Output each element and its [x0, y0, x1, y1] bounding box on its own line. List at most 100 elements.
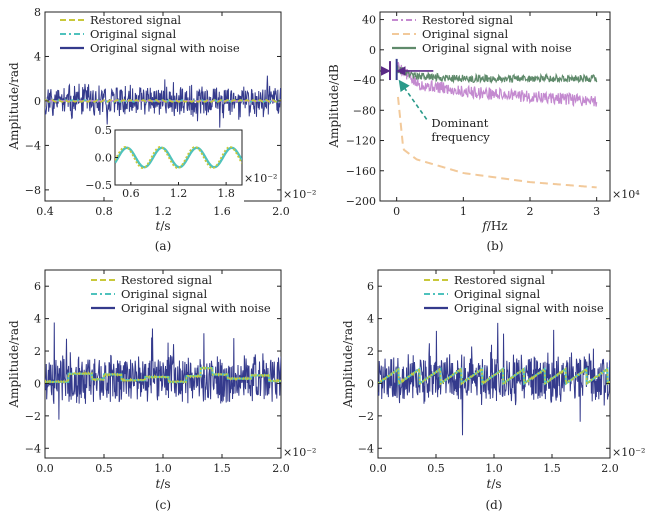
panel-b-frame: [379, 11, 611, 202]
panel-b-series-noise: [396, 65, 598, 84]
panel-c-xlabel-unit: /s: [160, 477, 170, 491]
panel-a-series: [45, 75, 281, 128]
panel-b-ytick-label: −80: [353, 104, 376, 117]
panel-d-series: [378, 322, 610, 436]
panel-c-xtick-label: 1.0: [154, 462, 172, 475]
panel-a-ylabel: Amplitude/rad: [7, 62, 21, 151]
panel-a-x-exponent: ×10⁻²: [283, 188, 316, 201]
panel-a-ytick-label: 4: [34, 50, 41, 63]
panel-a-series-noise: [45, 75, 281, 128]
panel-a-xtick-label: 2.0: [272, 205, 290, 218]
panel-c-ticks: 0.0 0.5 1.0 1.5 2.0 −4 −2 0 2 4 6: [25, 270, 290, 475]
panel-b-ytick-label: 40: [362, 14, 376, 27]
panel-c-legend-label-2: Original signal: [121, 287, 207, 301]
panel-b-ytick-label: 0: [369, 44, 376, 57]
panel-a-inset-ytick-label: 0.0: [95, 152, 113, 165]
panel-d-series-restored: [378, 366, 610, 387]
panel-b-x-exponent: ×10⁴: [612, 188, 640, 201]
panel-b-xlabel-var: f: [481, 219, 489, 233]
panel-d-series-noise: [378, 322, 610, 436]
panel-b-caption: (b): [486, 239, 503, 253]
panel-a-inset-ytick-label: −0.5: [85, 179, 112, 192]
panel-b-series-original: [397, 96, 597, 189]
panel-d-caption: (d): [485, 498, 502, 512]
panel-b-legend-label-3: Original signal with noise: [422, 41, 572, 55]
panel-b-series-restored: [396, 61, 598, 108]
panel-a-legend-label-1: Restored signal: [90, 13, 181, 27]
panel-b-annotation-line-2: frequency: [431, 130, 490, 144]
panel-a-inset-bg: [113, 128, 244, 203]
panel-a-ytick-label: −8: [25, 184, 41, 197]
panel-d-ytick-label: 6: [367, 280, 374, 293]
panel-c-xtick-label: 2.0: [272, 462, 290, 475]
panel-d-ytick-label: 2: [367, 345, 374, 358]
panel-c-xlabel: t/s: [155, 477, 170, 491]
panel-c-xtick-label: 0.5: [95, 462, 113, 475]
panel-a-series-restored: [45, 99, 281, 103]
panel-c-legend-label-3: Original signal with noise: [121, 301, 271, 315]
panel-d-xtick-label: 0.5: [427, 462, 445, 475]
panel-c-ytick-label: 2: [34, 345, 41, 358]
panel-d-xtick-label: 0.0: [369, 462, 387, 475]
panel-b-xtick-label: 3: [593, 205, 600, 218]
panel-d-xlabel-unit: /s: [491, 477, 501, 491]
panel-a-inset-original: [115, 146, 242, 169]
panel-d-ticks: 0.0 0.5 1.0 1.5 2.0 −4 −2 0 2 4 6: [358, 270, 619, 475]
panel-a-ytick-label: −4: [25, 139, 41, 152]
panel-a-xlabel: t/s: [155, 219, 170, 233]
panel-a-xlabel-var: t: [155, 219, 160, 233]
panel-d-ytick-label: 0: [367, 377, 374, 390]
panel-b-ytick-label: −40: [353, 74, 376, 87]
panel-a-ytick-label: 0: [34, 95, 41, 108]
panel-b-xtick-label: 1: [460, 205, 467, 218]
panel-c-xlabel-var: t: [155, 477, 160, 491]
panel-a-inset-series: [115, 146, 242, 169]
panel-b-ticks: 0 1 2 3 −200 −160 −120 −80 −40 0 40: [346, 12, 610, 218]
panel-b-series: [389, 58, 598, 189]
panel-a-inset-xtick-label: 1.8: [217, 187, 235, 200]
panel-b-dominant-arrow: [398, 79, 428, 120]
panel-a-ytick-label: 8: [34, 6, 41, 19]
panel-b-xlabel-unit: /Hz: [487, 219, 508, 233]
panel-a-caption: (a): [155, 239, 172, 253]
panel-a-inset-restored: [115, 146, 242, 169]
panel-d-ytick-label: −2: [358, 410, 374, 423]
panel-d-xlabel: t/s: [486, 477, 501, 491]
panel-b-xtick-label: 2: [527, 205, 534, 218]
panel-b-ytick-label: −200: [346, 195, 376, 208]
panel-a-xtick-label: 0.4: [36, 205, 54, 218]
panel-d-xlabel-var: t: [486, 477, 491, 491]
panel-d-legend-label-2: Original signal: [454, 287, 540, 301]
panel-a-inset-xtick-label: 0.6: [122, 187, 140, 200]
panel-c-series: [45, 322, 281, 420]
panel-c-ytick-label: −4: [25, 442, 41, 455]
panel-a-xlabel-unit: /s: [160, 219, 170, 233]
panel-a-inset: 0.6 1.2 1.8 −0.5 0.0 0.5 ×10⁻²: [85, 124, 277, 203]
panel-d-legend-label-3: Original signal with noise: [454, 301, 604, 315]
panel-d-xtick-label: 2.0: [601, 462, 619, 475]
panel-b-xlabel: f/Hz: [481, 219, 507, 233]
panel-b-ytick-label: −160: [346, 165, 376, 178]
panel-b-ylabel: Amplitude/dB: [327, 64, 341, 148]
panel-d-legend-label-1: Restored signal: [454, 273, 545, 287]
panel-b: 0 1 2 3 −200 −160 −120 −80 −40 0 40 Restored signa…: [327, 11, 640, 253]
panel-a-inset-ytick-label: 0.5: [95, 124, 113, 137]
panel-c-ytick-label: 6: [34, 280, 41, 293]
panel-c-ytick-label: 0: [34, 377, 41, 390]
panel-c-ytick-label: 4: [34, 313, 41, 326]
panel-a-xtick-label: 1.6: [213, 205, 231, 218]
panel-c-xtick-label: 0.0: [36, 462, 54, 475]
panel-b-legend-label-1: Restored signal: [422, 13, 513, 27]
panel-a-inset-xtick-label: 1.2: [170, 187, 188, 200]
panel-c-caption: (c): [155, 498, 171, 512]
panel-a-inset-y-exponent: ×10⁻²: [244, 172, 277, 185]
panel-d-ytick-label: 4: [367, 313, 374, 326]
